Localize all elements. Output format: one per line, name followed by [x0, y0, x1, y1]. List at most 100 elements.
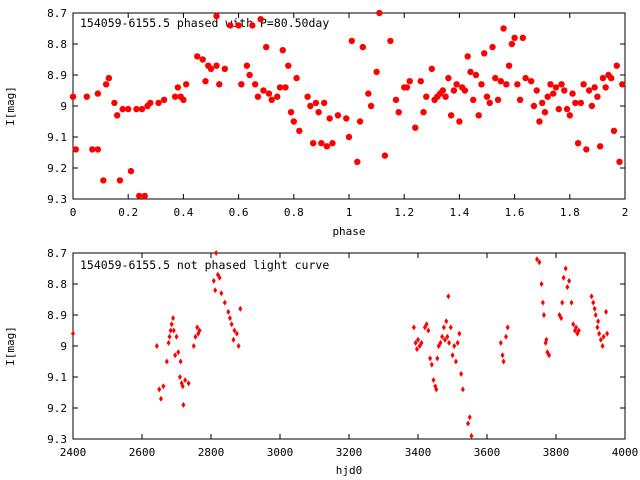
phased-data-point — [199, 56, 206, 63]
phased-data-point — [307, 102, 314, 110]
phased-data-point — [574, 140, 582, 147]
unphased-data-point — [171, 315, 176, 322]
unphased-data-point — [414, 346, 419, 353]
phased-data-point — [423, 93, 430, 100]
unphased-x-tick-label: 2400 — [60, 446, 87, 459]
phased-data-point — [447, 112, 455, 119]
unphased-data-point — [177, 374, 182, 380]
phased-data-point — [514, 81, 521, 88]
unphased-data-point — [164, 358, 169, 365]
phased-data-point — [555, 105, 562, 113]
phased-data-point — [83, 93, 91, 100]
unphased-data-point — [600, 343, 605, 349]
phased-data-point — [483, 93, 491, 100]
phased-data-point — [417, 78, 424, 85]
unphased-data-point — [193, 333, 198, 340]
phased-data-point — [439, 87, 447, 94]
phased-data-point — [315, 109, 322, 116]
unphased-data-point — [173, 352, 178, 359]
phased-tick-group: 0 0.2 0.4 0.6 0.8 1 1.2 1.4 1.6 1.8 2 8.7 8.8 8.9 9 9.1… — [47, 7, 628, 219]
phased-data-point — [420, 109, 427, 116]
phased-x-tick-label: 0.8 — [284, 206, 304, 219]
unphased-data-point — [434, 386, 439, 393]
phased-data-point — [113, 112, 121, 119]
unphased-data-point — [442, 336, 447, 343]
phased-chart: 154059-6155.5 phased with P=80.50day pha… — [4, 7, 628, 238]
phased-data-point — [293, 74, 300, 82]
unphased-y-tick-label: 8.9 — [47, 309, 67, 322]
phased-data-point — [285, 62, 292, 69]
phased-data-point — [602, 84, 609, 91]
phased-data-point — [265, 90, 273, 97]
phased-data-point — [116, 177, 124, 184]
unphased-data-point — [567, 277, 572, 284]
phased-data-point — [376, 9, 383, 17]
phased-data-point — [381, 152, 389, 159]
unphased-data-point — [426, 327, 431, 334]
unphased-data-point — [446, 293, 451, 300]
phased-data-point — [356, 118, 364, 125]
unphased-data-point — [574, 324, 579, 331]
unphased-data-point — [181, 401, 186, 408]
unphased-data-point — [161, 383, 166, 390]
unphased-data-point — [541, 312, 546, 318]
unphased-data-point — [591, 299, 596, 306]
phased-data-point — [503, 81, 510, 88]
phased-data-point — [442, 93, 449, 100]
phased-data-point — [180, 96, 187, 104]
unphased-x-tick-label: 3600 — [474, 446, 501, 459]
phased-data-point — [348, 37, 355, 45]
unphased-data-point — [547, 352, 552, 359]
unphased-data-point — [598, 336, 603, 343]
phased-data-point — [359, 43, 366, 51]
phased-data-point — [580, 81, 587, 88]
phased-data-point — [478, 81, 485, 88]
unphased-data-point — [455, 339, 460, 346]
phased-data-point — [610, 127, 618, 134]
phased-data-point — [505, 62, 513, 69]
unphased-x-axis-label: hjd0 — [336, 464, 363, 477]
unphased-data-point — [431, 377, 436, 384]
phased-data-point — [461, 87, 469, 94]
unphased-data-point — [593, 312, 598, 318]
unphased-data-point — [219, 290, 224, 297]
unphased-data-point — [452, 343, 457, 349]
phased-data-point — [318, 140, 325, 147]
phased-data-point — [345, 133, 353, 141]
unphased-x-tick-label: 3400 — [405, 446, 432, 459]
unphased-data-point — [466, 420, 471, 427]
unphased-data-points — [71, 250, 610, 439]
phased-data-point — [541, 109, 549, 116]
unphased-data-point — [158, 395, 163, 402]
phased-data-points — [69, 9, 626, 200]
phased-data-point — [323, 143, 331, 150]
phased-x-tick-label: 0.6 — [229, 206, 249, 219]
unphased-y-tick-label: 8.8 — [47, 278, 67, 291]
unphased-data-point — [450, 352, 455, 359]
unphased-data-point — [469, 432, 474, 439]
phased-data-point — [412, 124, 419, 131]
unphased-y-tick-label: 9.3 — [47, 433, 67, 446]
unphased-data-point — [569, 299, 574, 306]
phased-data-point — [516, 96, 524, 104]
phased-data-point — [174, 84, 182, 91]
phased-data-point — [428, 65, 435, 73]
unphased-data-point — [467, 414, 472, 421]
unphased-y-tick-label: 9.1 — [47, 371, 67, 384]
phased-chart-title: 154059-6155.5 phased with P=80.50day — [80, 16, 329, 30]
unphased-data-point — [539, 281, 544, 287]
phased-data-point — [536, 118, 543, 125]
unphased-data-point — [419, 339, 424, 346]
unphased-data-point — [537, 259, 542, 266]
unphased-data-point — [428, 355, 433, 362]
phased-data-point — [111, 99, 118, 107]
unphased-data-point — [197, 327, 202, 334]
phased-data-point — [282, 84, 289, 91]
unphased-data-point — [571, 321, 576, 328]
phased-data-point — [249, 22, 256, 29]
phased-x-tick-label: 0.2 — [118, 206, 138, 219]
phased-data-point — [367, 102, 375, 110]
unphased-data-point — [605, 330, 610, 337]
phased-data-point — [552, 84, 560, 91]
unphased-y-tick-label: 9 — [60, 340, 67, 353]
